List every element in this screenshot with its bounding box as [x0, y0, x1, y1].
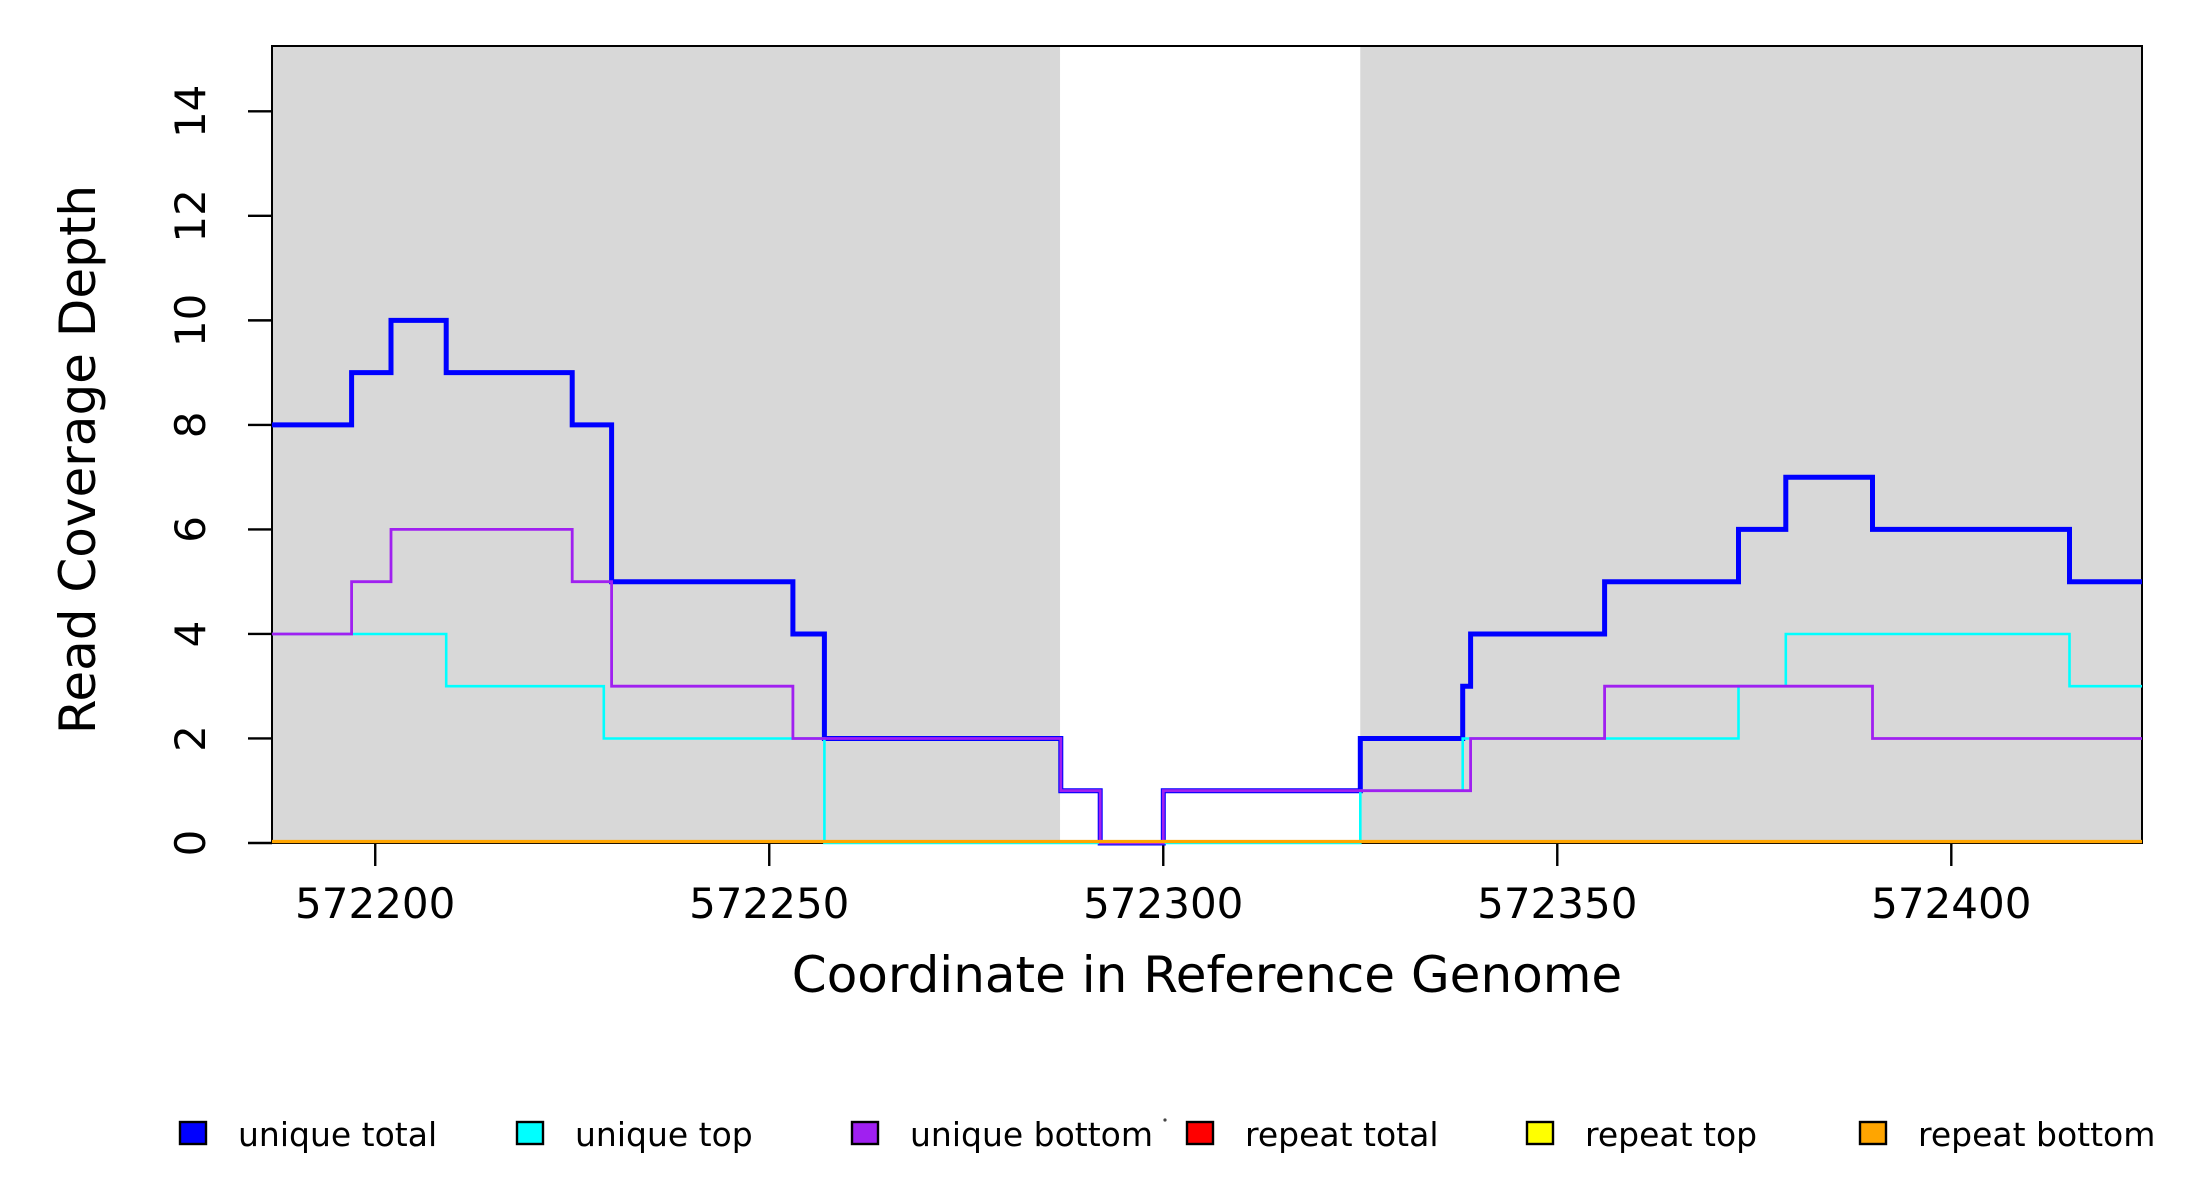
stray-dot — [1163, 1118, 1167, 1122]
x-axis-title: Coordinate in Reference Genome — [792, 946, 1622, 1004]
y-tick-label: 14 — [166, 85, 215, 138]
y-tick-label: 10 — [166, 294, 215, 347]
x-tick-label: 572250 — [689, 879, 849, 928]
y-tick-label: 4 — [166, 621, 215, 648]
legend-swatch-repeat-bottom — [1858, 1120, 1888, 1146]
x-tick-label: 572400 — [1871, 879, 2031, 928]
x-tick-label: 572300 — [1083, 879, 1243, 928]
series-unique-bottom — [272, 528, 2142, 845]
legend-swatch-unique-top — [515, 1120, 545, 1146]
shaded-band-0 — [272, 46, 1061, 843]
legend-swatch-unique-total — [178, 1120, 208, 1146]
y-tick-label: 6 — [166, 516, 215, 543]
legend-label: repeat top — [1585, 1115, 1757, 1154]
legend-label: repeat total — [1245, 1115, 1439, 1154]
legend-label: unique total — [238, 1115, 437, 1154]
legend-swatch-unique-bottom — [850, 1120, 880, 1146]
shaded-band-1 — [1360, 46, 2142, 843]
y-tick-label: 8 — [166, 412, 215, 439]
y-tick-label: 2 — [166, 725, 215, 752]
legend-label: unique top — [575, 1115, 753, 1154]
y-tick-label: 0 — [166, 830, 215, 857]
legend-label: unique bottom — [910, 1115, 1153, 1154]
legend-label: repeat bottom — [1918, 1115, 2155, 1154]
y-tick-label: 12 — [166, 189, 215, 242]
legend-swatch-repeat-top — [1525, 1120, 1555, 1146]
y-axis-title: Read Coverage Depth — [49, 185, 107, 734]
legend-swatch-repeat-total — [1185, 1120, 1215, 1146]
x-tick-label: 572200 — [295, 879, 455, 928]
x-tick-label: 572350 — [1477, 879, 1637, 928]
